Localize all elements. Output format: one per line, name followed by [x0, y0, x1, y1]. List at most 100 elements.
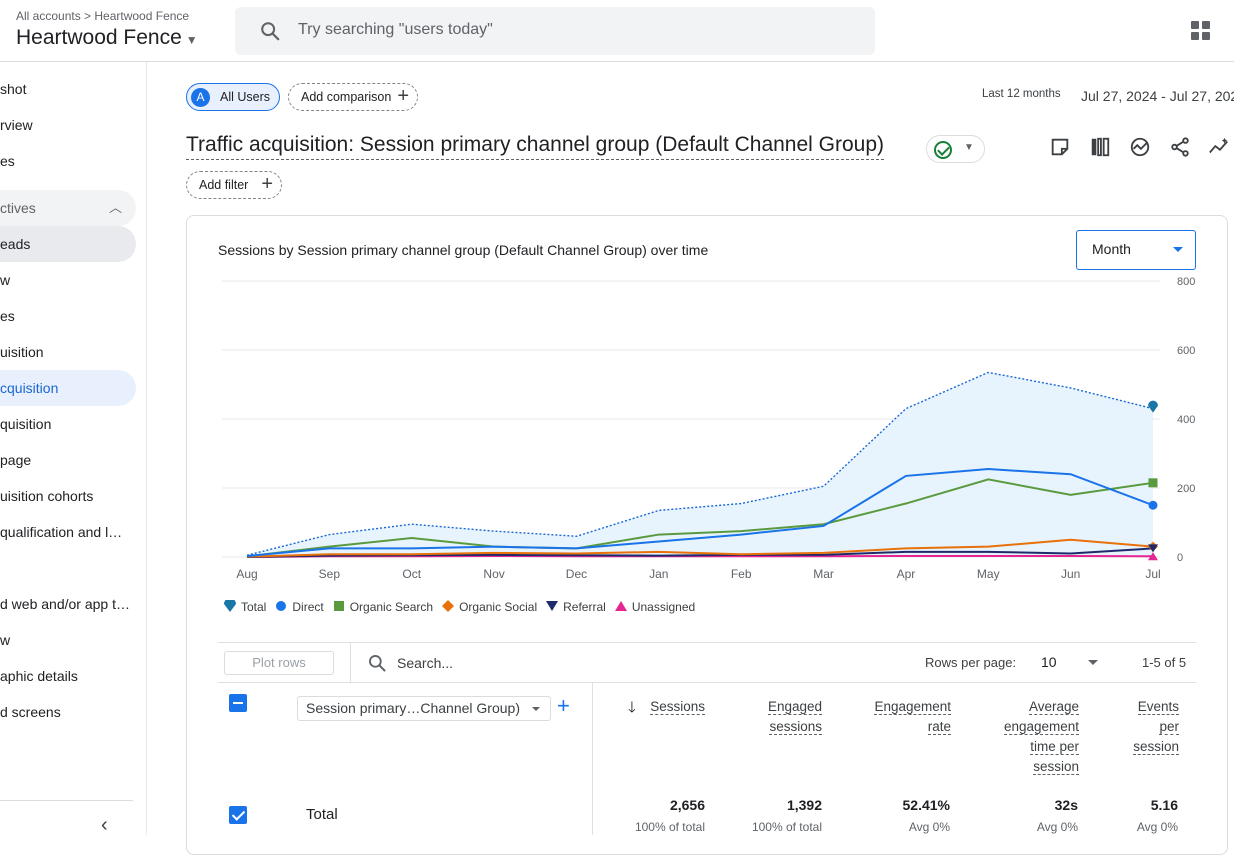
search-icon: [369, 655, 386, 672]
legend-label: Total: [241, 600, 267, 614]
sidebar-item-user-acquisition[interactable]: uisition: [0, 344, 44, 360]
column-header-average-engagement-time[interactable]: Average engagement time per session: [975, 697, 1079, 777]
granularity-value: Month: [1092, 241, 1131, 257]
column-header-sessions[interactable]: Sessions: [640, 697, 705, 717]
column-header-line: rate: [927, 719, 951, 735]
sidebar-item-acquisition-cohorts[interactable]: uisition cohorts: [0, 488, 94, 504]
plus-icon: +: [261, 173, 273, 195]
add-comparison-label: Add comparison: [301, 90, 392, 104]
x-tick-label: Feb: [731, 567, 752, 581]
total-sessions-value: 2,656: [669, 797, 705, 813]
toolbar-divider: [350, 643, 351, 683]
sidebar-item-traffic-acquisition[interactable]: cquisition: [0, 370, 136, 406]
x-tick-label: May: [977, 567, 1000, 581]
series-end-marker-referral: [1148, 544, 1158, 553]
legend-item-direct[interactable]: Direct: [274, 600, 324, 614]
column-header-events-per-session[interactable]: Events per session: [1100, 697, 1179, 757]
share-icon[interactable]: [1169, 136, 1191, 158]
column-header-line: engagement: [1003, 719, 1079, 735]
sidebar-item-sources[interactable]: es: [0, 308, 15, 324]
sidebar-item-web-app[interactable]: d web and/or app t…: [0, 596, 130, 612]
account-selector[interactable]: Heartwood Fence ▼: [16, 26, 198, 50]
compare-icon[interactable]: [1089, 136, 1111, 158]
column-header-line: session: [1133, 739, 1179, 755]
series-line-organic-search: [246, 478, 1154, 558]
sidebar-item-leads[interactable]: eads: [0, 226, 136, 262]
date-range-picker[interactable]: Jul 27, 2024 - Jul 27, 2025: [1081, 88, 1234, 104]
sidebar-item-landing-page[interactable]: page: [0, 452, 32, 468]
table-search-input[interactable]: Search...: [397, 655, 454, 671]
rows-per-page-select[interactable]: 10: [1041, 654, 1057, 670]
x-tick-label: Apr: [897, 567, 916, 581]
select-all-checkbox[interactable]: [229, 694, 247, 712]
date-range-label: Last 12 months: [982, 88, 1061, 100]
sidebar-item-overview-2[interactable]: w: [0, 272, 11, 288]
add-dimension-button[interactable]: +: [557, 693, 570, 718]
chevron-up-icon: ︿: [108, 200, 122, 215]
plot-rows-button[interactable]: Plot rows: [224, 651, 334, 675]
total-row-checkbox[interactable]: [229, 806, 247, 824]
legend-item-organic-social[interactable]: Organic Social: [441, 600, 537, 614]
chart-title: Sessions by Session primary channel grou…: [218, 242, 709, 258]
trend-insights-icon[interactable]: [1208, 136, 1230, 158]
sidebar-item-pages-screens[interactable]: d screens: [0, 704, 61, 720]
legend-item-referral[interactable]: Referral: [545, 600, 606, 614]
sidebar-item-pages[interactable]: es: [0, 153, 15, 169]
total-row-label: Total: [306, 806, 338, 823]
sidebar-item-acquisition[interactable]: quisition: [0, 416, 52, 432]
sidebar-section-objectives[interactable]: ctives ︿: [0, 190, 136, 226]
collapse-sidebar-icon[interactable]: ‹: [101, 814, 108, 836]
series-end-marker-organic-search: [1148, 478, 1158, 488]
total-avg-engagement-time-value: 32s: [1054, 797, 1078, 813]
sidebar-item-lead-qualification[interactable]: qualification and l…: [0, 524, 123, 540]
total-avg-engagement-time-sub: Avg 0%: [1036, 820, 1078, 834]
breadcrumb[interactable]: All accounts > Heartwood Fence: [16, 9, 190, 23]
total-engaged-sessions-value: 1,392: [786, 797, 822, 813]
sidebar-item-snapshot[interactable]: shot: [0, 81, 27, 97]
legend-label: Organic Social: [459, 600, 538, 614]
legend-item-unassigned[interactable]: Unassigned: [614, 600, 695, 614]
sidebar: shot rview es ctives ︿ eads w es uisition…: [0, 62, 147, 836]
y-tick-label: 600: [1177, 345, 1195, 357]
column-header-line: Events: [1137, 699, 1179, 715]
all-users-chip[interactable]: A All Users: [186, 83, 280, 111]
total-engagement-rate-sub: Avg 0%: [908, 820, 950, 834]
add-comparison-button[interactable]: Add comparison +: [288, 83, 418, 111]
y-tick-label: 200: [1177, 483, 1195, 495]
column-header-line: Engaged: [767, 699, 822, 715]
segment-avatar: A: [191, 88, 210, 107]
sidebar-item-demographic-details[interactable]: aphic details: [0, 668, 78, 684]
legend-marker-icon: [276, 601, 287, 611]
dropdown-arrow-icon: [532, 707, 540, 711]
account-name: Heartwood Fence: [16, 26, 182, 49]
x-tick-label: Jul: [1145, 567, 1160, 581]
rows-per-page-label: Rows per page:: [925, 655, 1017, 670]
column-header-engagement-rate[interactable]: Engagement rate: [850, 697, 951, 737]
sidebar-item-overview[interactable]: rview: [0, 117, 33, 133]
column-header-line: time per: [1030, 739, 1079, 755]
legend-item-total[interactable]: Total: [223, 598, 267, 614]
data-quality-status[interactable]: ▼: [926, 135, 985, 163]
search-bar[interactable]: Try searching "users today": [235, 7, 875, 55]
customize-report-icon[interactable]: [1049, 136, 1071, 158]
legend-item-organic-search[interactable]: Organic Search: [332, 600, 433, 614]
legend-label: Unassigned: [631, 600, 696, 614]
dropdown-arrow-icon: [1173, 247, 1183, 252]
dimension-select[interactable]: Session primary…Channel Group): [297, 696, 551, 721]
series-line-direct: [246, 468, 1154, 557]
add-filter-button[interactable]: Add filter +: [186, 171, 282, 199]
x-tick-label: Jun: [1061, 567, 1080, 581]
series-end-marker-unassigned: [1148, 552, 1158, 561]
apps-grid-icon[interactable]: [1191, 21, 1211, 41]
sort-descending-icon[interactable]: 🡓: [628, 699, 636, 716]
column-header-engaged-sessions[interactable]: Engaged sessions: [735, 697, 822, 737]
insights-icon[interactable]: [1129, 136, 1151, 158]
series-line-referral: [246, 547, 1154, 558]
sidebar-item-overview-3[interactable]: w: [0, 632, 11, 648]
granularity-select[interactable]: Month: [1076, 230, 1196, 270]
chevron-down-icon[interactable]: [1088, 660, 1098, 665]
plus-icon: +: [397, 85, 409, 107]
column-header-line: Engagement: [874, 699, 951, 715]
legend-label: Direct: [292, 600, 324, 614]
total-sessions-sub: 100% of total: [634, 820, 705, 834]
